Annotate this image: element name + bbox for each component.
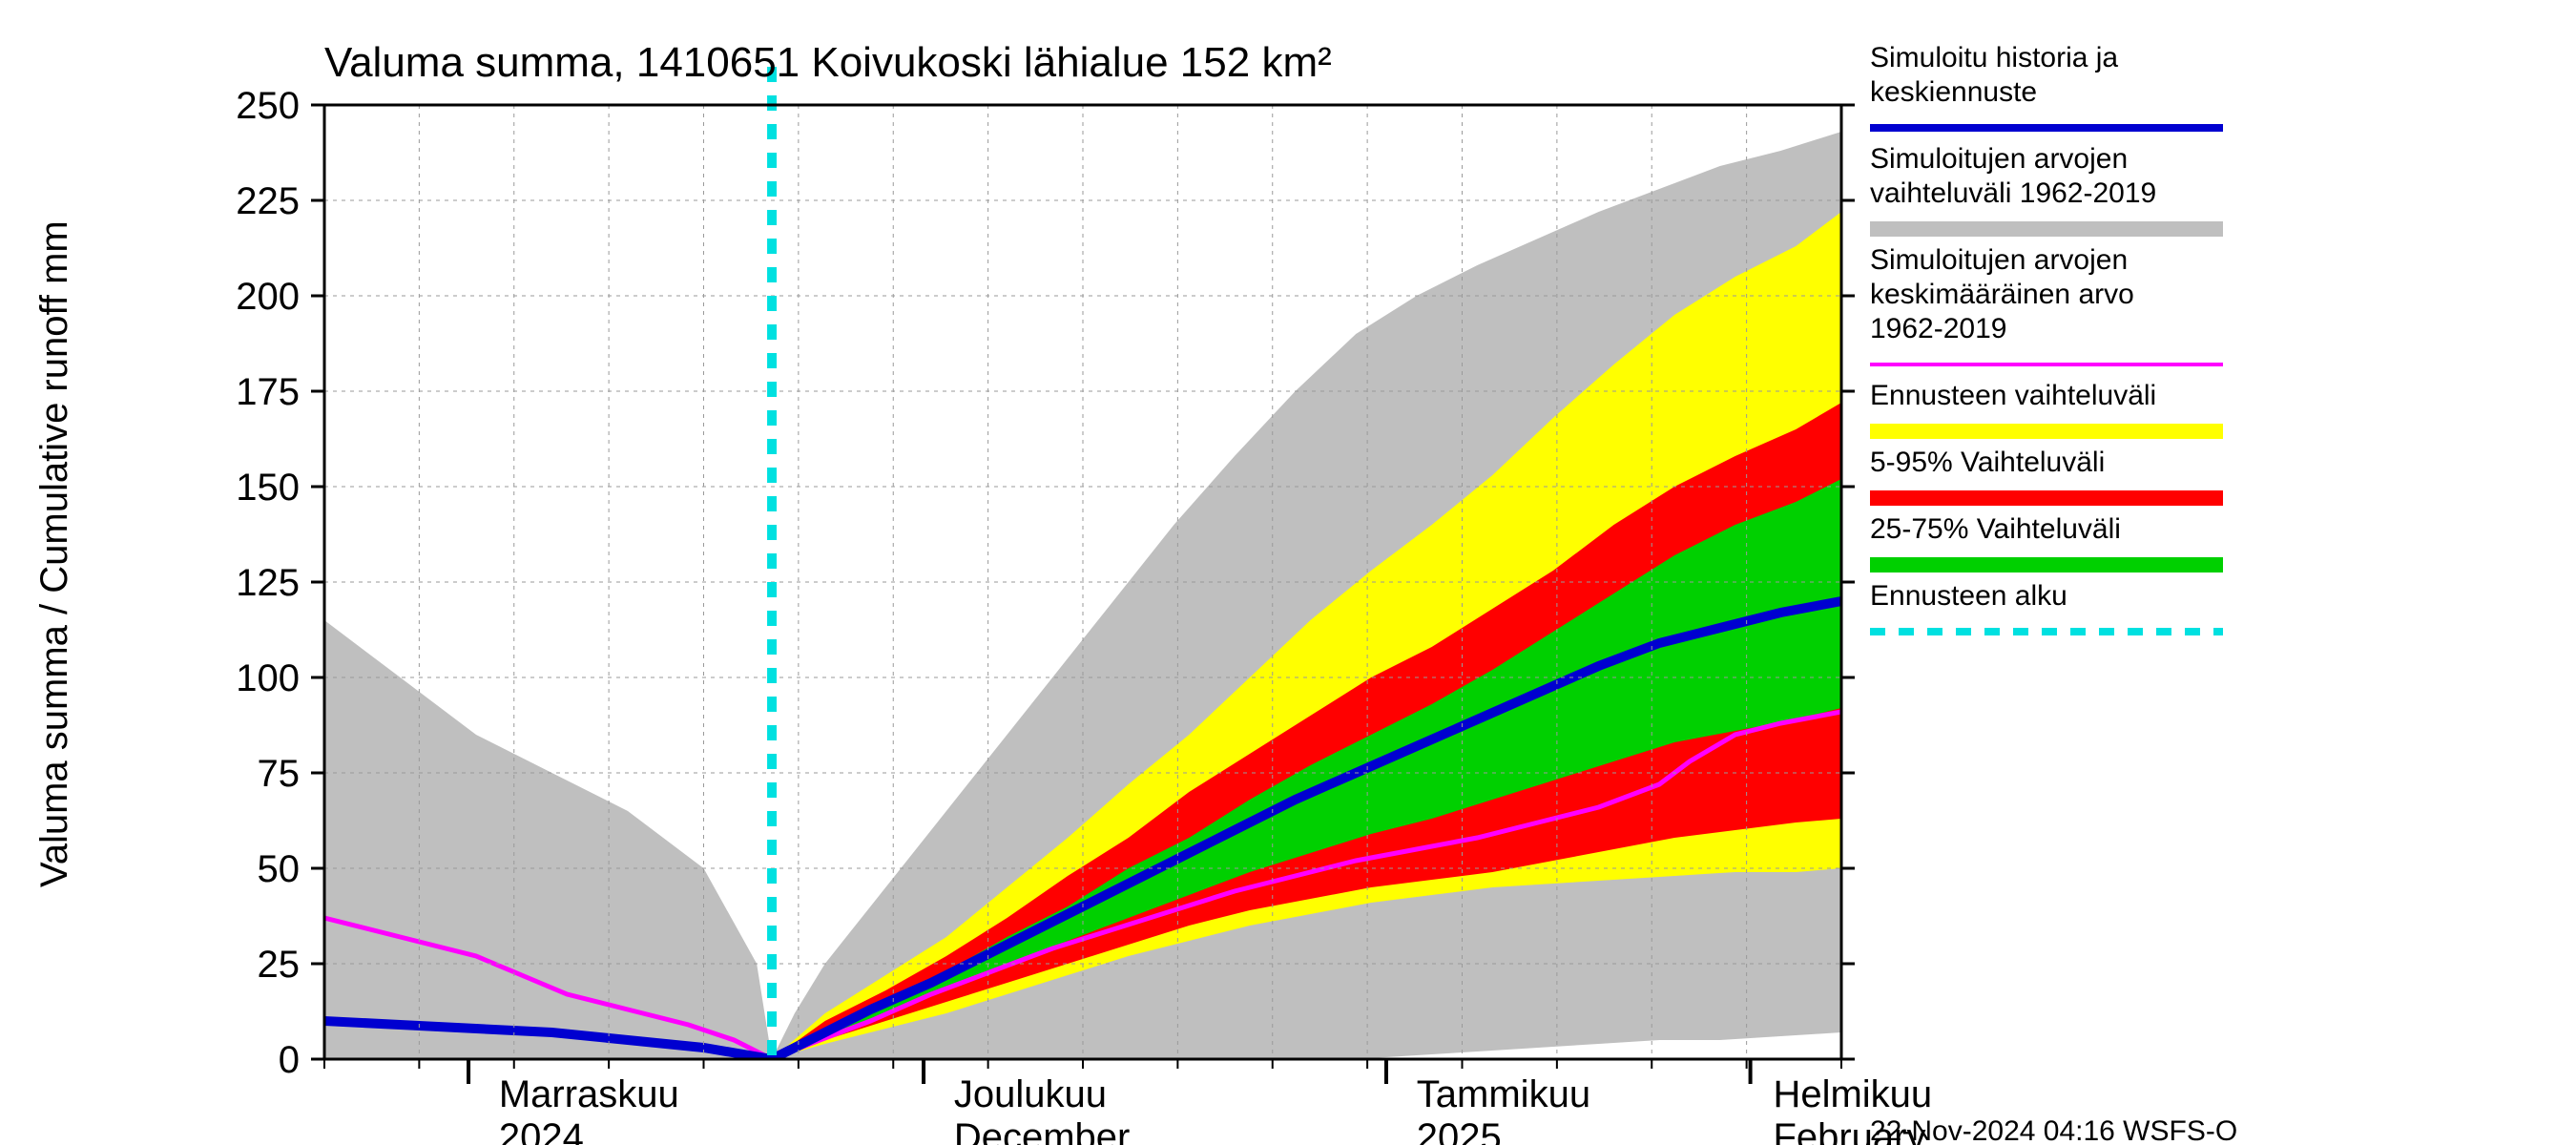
ytick-label: 25 <box>258 944 301 986</box>
ytick-label: 200 <box>236 276 300 318</box>
ytick-label: 75 <box>258 753 301 795</box>
x-month-label: Joulukuu <box>954 1073 1107 1115</box>
y-axis-label: Valuma summa / Cumulative runoff mm <box>33 220 75 887</box>
legend-label: 5-95% Vaihteluväli <box>1870 447 2105 478</box>
legend-label: keskiennuste <box>1870 76 2037 108</box>
legend-label: 25-75% Vaihteluväli <box>1870 513 2121 545</box>
ytick-label: 225 <box>236 180 300 222</box>
ytick-label: 175 <box>236 371 300 413</box>
legend-label: Simuloitujen arvojen <box>1870 143 2128 175</box>
footer-timestamp: 22-Nov-2024 04:16 WSFS-O <box>1870 1115 2237 1145</box>
legend-label: vaihteluväli 1962-2019 <box>1870 177 2156 209</box>
x-month-sublabel: December <box>954 1116 1131 1145</box>
legend-label: 1962-2019 <box>1870 313 2006 344</box>
ytick-label: 0 <box>279 1039 300 1081</box>
legend-swatch <box>1870 221 2223 237</box>
ytick-label: 50 <box>258 848 301 890</box>
legend-label: keskimääräinen arvo <box>1870 279 2134 310</box>
legend-label: Simuloitu historia ja <box>1870 42 2118 73</box>
legend-swatch <box>1870 490 2223 506</box>
x-month-sublabel: 2025 <box>1417 1116 1502 1145</box>
ytick-label: 125 <box>236 562 300 604</box>
runoff-chart: 0255075100125150175200225250Marraskuu202… <box>0 0 2576 1145</box>
legend-swatch <box>1870 424 2223 439</box>
x-month-label: Helmikuu <box>1773 1073 1932 1115</box>
chart-title: Valuma summa, 1410651 Koivukoski lähialu… <box>324 39 1332 86</box>
x-month-sublabel: 2024 <box>499 1116 584 1145</box>
legend-label: Ennusteen alku <box>1870 580 2067 612</box>
legend-label: Ennusteen vaihteluväli <box>1870 380 2156 411</box>
ytick-label: 150 <box>236 467 300 509</box>
legend-label: Simuloitujen arvojen <box>1870 244 2128 276</box>
x-month-label: Marraskuu <box>499 1073 679 1115</box>
ytick-label: 100 <box>236 657 300 699</box>
legend-swatch <box>1870 557 2223 572</box>
x-month-label: Tammikuu <box>1417 1073 1590 1115</box>
ytick-label: 250 <box>236 85 300 127</box>
